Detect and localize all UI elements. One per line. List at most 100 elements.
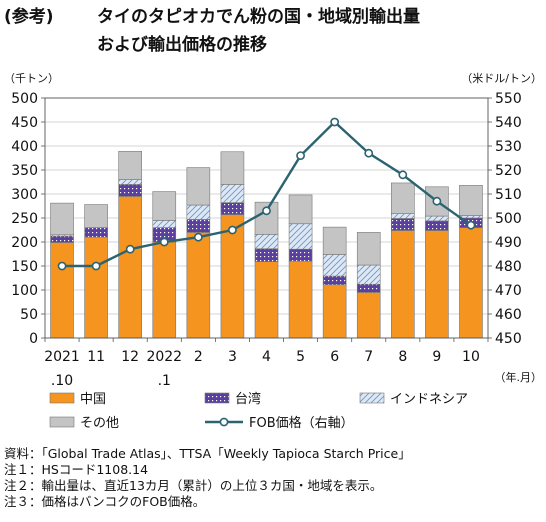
bar-segment-other xyxy=(84,204,108,228)
x-tick-label: 2022 xyxy=(146,349,182,365)
note-3: 注３：価格はバンコクのFOB価格。 xyxy=(4,494,206,509)
right-axis-unit: （米ドル/トン） xyxy=(461,72,542,85)
bar-segment-indonesia xyxy=(425,215,449,222)
x-tick-label: 10 xyxy=(462,349,480,365)
bar-segment-other xyxy=(356,232,381,266)
notes: 資料：「Global Trade Atlas」、TTSA「Weekly Tapi… xyxy=(4,446,411,510)
bar-segment-other xyxy=(459,185,483,216)
right-tick-label: 510 xyxy=(495,187,522,203)
legend-label-fob: FOB価格（右軸） xyxy=(249,415,354,431)
bar-segment-indonesia xyxy=(220,184,245,203)
x-tick-label: 11 xyxy=(87,349,105,365)
legend-label-other: その他 xyxy=(80,416,119,431)
bar-segment-china xyxy=(288,260,313,339)
legend-swatch-other xyxy=(49,416,75,428)
x-tick-label: 7 xyxy=(364,349,373,365)
legend-swatch-fob-marker xyxy=(219,417,229,427)
bar-segment-china xyxy=(118,196,142,339)
left-tick-label: 350 xyxy=(11,163,38,179)
right-tick-label: 500 xyxy=(495,211,522,227)
chart-tag: (参考) xyxy=(4,7,54,27)
bar-segment-other xyxy=(186,167,211,206)
x-tick-label: 5 xyxy=(296,349,305,365)
fob-point xyxy=(432,196,442,206)
bar-segment-other xyxy=(50,202,74,236)
bar-segment-china xyxy=(186,232,211,339)
left-tick-label: 50 xyxy=(20,307,38,323)
bar-segment-china xyxy=(425,230,449,339)
bar-segment-other xyxy=(288,194,313,225)
bar-segment-china xyxy=(254,261,279,339)
bar-segment-taiwan xyxy=(220,202,245,215)
bar-segment-taiwan xyxy=(288,248,313,262)
bar-segment-indonesia xyxy=(118,179,142,185)
axes: 0 50 100 150 200 250 300 350 400 450 500 450 460 470 4… xyxy=(4,72,542,389)
left-tick-label: 200 xyxy=(11,235,38,251)
chart-title-line1: タイのタピオカでん粉の国・地域別輸出量 xyxy=(97,7,420,27)
x-axis-unit: （年.月） xyxy=(495,370,543,384)
bar-segment-taiwan xyxy=(84,227,108,238)
right-tick-label: 450 xyxy=(495,331,522,347)
legend-swatch-indonesia xyxy=(359,392,385,404)
fob-point xyxy=(296,151,305,160)
note-2: 注２：輸出量は、直近13カ月（累計）の上位３カ国・地域を表示。 xyxy=(4,478,383,493)
bar-segment-taiwan xyxy=(118,184,142,197)
fob-point xyxy=(91,261,101,271)
bar-segment-china xyxy=(84,236,108,339)
fob-point xyxy=(57,261,67,271)
legend-swatch-china xyxy=(49,392,75,404)
fob-point xyxy=(228,225,237,235)
bar-segment-taiwan xyxy=(425,220,449,231)
bar-segment-other xyxy=(220,151,245,185)
bar-segment-china xyxy=(391,230,415,339)
note-1: 注１：HSコード1108.14 xyxy=(4,462,149,477)
left-tick-label: 300 xyxy=(11,187,38,203)
chart-title-line2: および輸出価格の推移 xyxy=(97,35,267,55)
bar-segment-indonesia xyxy=(186,204,211,220)
bar-segment-indonesia xyxy=(459,215,483,219)
bars xyxy=(50,150,483,339)
x-tick-label: 2 xyxy=(194,349,203,365)
bar-segment-china xyxy=(459,227,483,339)
x-tick-label: 4 xyxy=(262,349,271,365)
left-tick-label: 250 xyxy=(11,211,38,227)
right-tick-label: 480 xyxy=(495,259,522,275)
bar-segment-other xyxy=(322,226,347,255)
x-tick-label: 8 xyxy=(398,349,407,365)
fob-point xyxy=(262,206,271,216)
bar-segment-taiwan xyxy=(356,283,381,293)
left-axis-unit: （千トン） xyxy=(4,72,59,85)
right-tick-label: 550 xyxy=(495,91,522,107)
source-note: 資料：「Global Trade Atlas」、TTSA「Weekly Tapi… xyxy=(4,446,411,461)
bar-segment-taiwan xyxy=(391,218,415,231)
x-tick-sublabel: .10 xyxy=(51,373,73,389)
fob-point xyxy=(159,237,169,247)
fob-point xyxy=(466,220,476,230)
x-tick-label: 12 xyxy=(121,349,139,365)
left-tick-label: 150 xyxy=(11,259,38,275)
bar-segment-china xyxy=(356,292,381,339)
fob-point xyxy=(330,117,340,127)
fob-point xyxy=(125,244,135,254)
right-tick-label: 530 xyxy=(495,139,522,155)
fob-point xyxy=(193,232,203,242)
x-tick-label: 9 xyxy=(432,349,441,365)
left-tick-label: 450 xyxy=(11,115,38,131)
bar-segment-other xyxy=(152,191,177,221)
bar-segment-taiwan xyxy=(186,219,211,233)
left-tick-label: 0 xyxy=(29,331,38,347)
x-tick-sublabel: .1 xyxy=(158,373,171,389)
bar-segment-indonesia xyxy=(322,254,347,277)
bar-segment-other xyxy=(118,150,142,180)
x-tick-label: 3 xyxy=(228,349,237,365)
fob-point xyxy=(398,170,408,180)
legend-label-taiwan: 台湾 xyxy=(235,391,261,407)
right-tick-label: 470 xyxy=(495,283,522,299)
bar-segment-taiwan xyxy=(50,235,74,243)
right-tick-label: 520 xyxy=(495,163,522,179)
right-tick-label: 540 xyxy=(495,115,522,131)
right-tick-label: 460 xyxy=(495,307,522,323)
left-tick-label: 100 xyxy=(11,283,38,299)
legend-swatch-taiwan xyxy=(204,392,230,404)
x-tick-label: 6 xyxy=(330,349,339,365)
